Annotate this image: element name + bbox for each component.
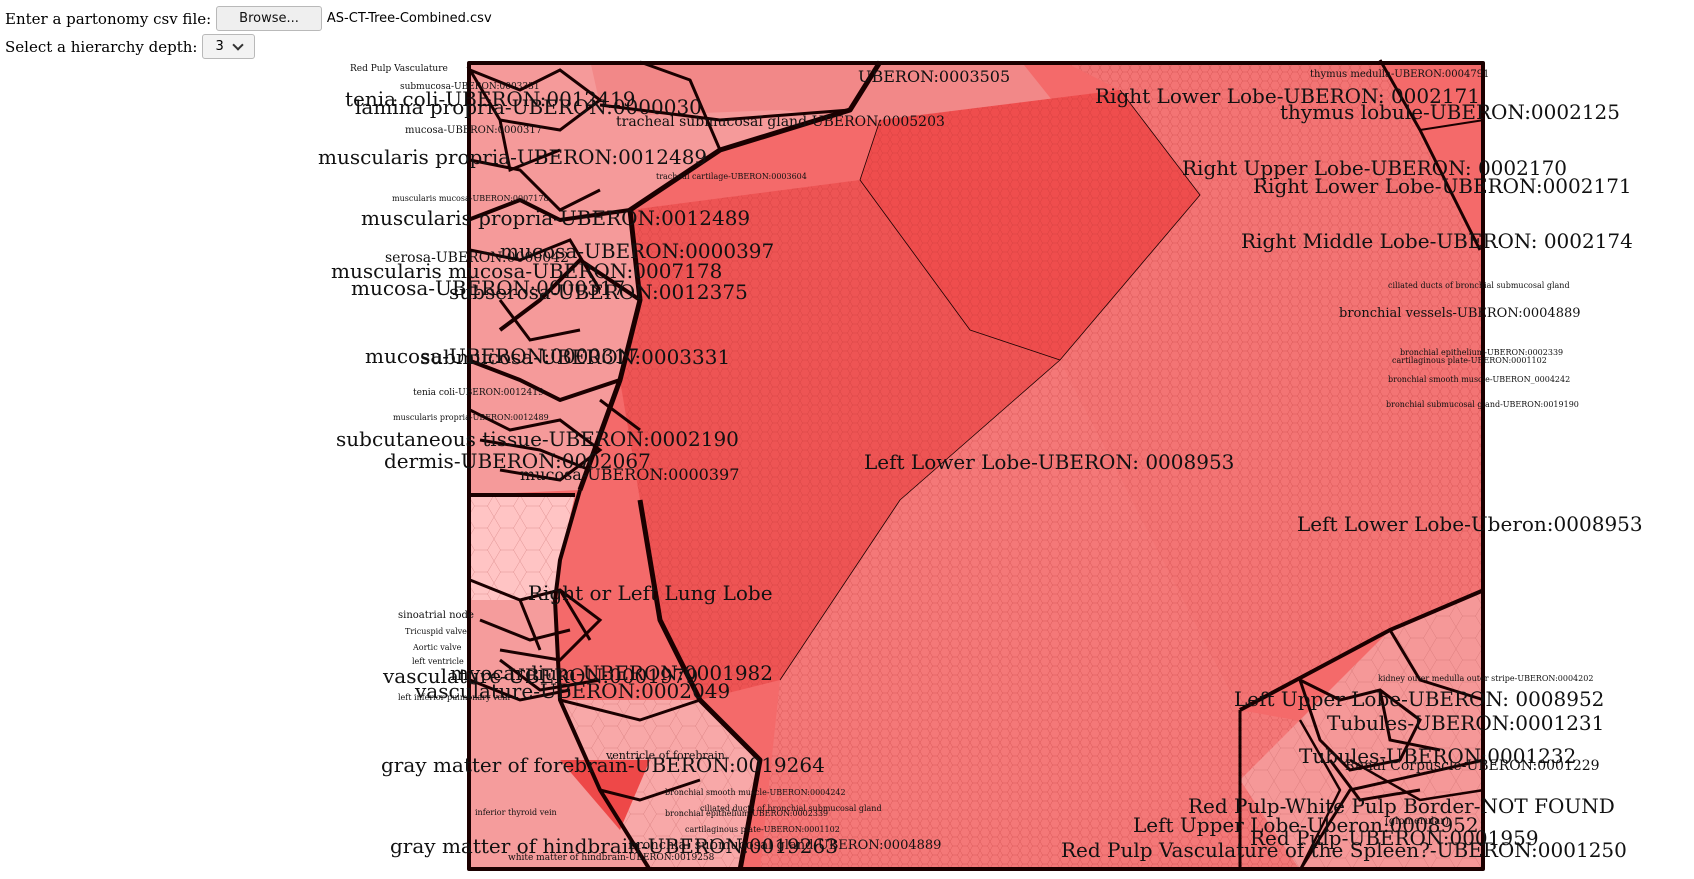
label-ciliated-ducts-2: ciliated ducts of bronchial submucosal g… xyxy=(700,804,882,813)
label-vasculature-2049: vasculature-UBERON:0002049 xyxy=(414,679,730,703)
treemap-labels: tenia coli-UBERON:0012419 lamina propria… xyxy=(318,64,1643,863)
label-mucosa-0000397: mucosa-UBERON:0000397 xyxy=(500,239,774,263)
label-submucosa: submucosa-UBERON:0003331 xyxy=(420,345,730,369)
label-renal-corpuscle: Renal Corpuscle-UBERON:0001229 xyxy=(1345,758,1600,774)
label-left-upper-lobe-2: Left Upper Lobe-Uberon:0008952 xyxy=(1133,813,1479,837)
label-dermis: dermis-UBERON:0002067 xyxy=(384,449,651,473)
label-submucosa-small: submucosa-UBERON:0003331 xyxy=(400,82,540,92)
label-bronchial-submucosal-4889: bronchial submucosal gland-UBERON:000488… xyxy=(628,838,941,853)
label-right-middle-lobe: Right Middle Lobe-UBERON: 0002174 xyxy=(1241,229,1633,253)
label-gray-hindbrain: gray matter of hindbrain-UBERON:0019263 xyxy=(390,834,838,858)
label-right-lower-lobe-1: Right Lower Lobe-UBERON: 0002171 xyxy=(1095,84,1480,108)
label-tracheal-submucosal-gland: tracheal submucosal gland-UBERON:0005203 xyxy=(616,114,945,130)
browse-button[interactable]: Browse... xyxy=(216,6,322,31)
label-red-pulp-border: Red Pulp-White Pulp Border-NOT FOUND xyxy=(1188,794,1615,818)
label-white-matter-hindbrain: white matter of hindbrain-UBERON:0019258 xyxy=(508,853,715,863)
label-red-pulp: Red Pulp-UBERON:0001959 xyxy=(1250,826,1539,850)
label-bronchial-submucosal-gland-1: bronchial submucosal gland-UBERON:001919… xyxy=(1386,400,1579,409)
label-gray-forebrain: gray matter of forebrain-UBERON:0019264 xyxy=(381,753,825,777)
label-serosa: serosa-UBERON:0000042 xyxy=(385,250,569,266)
depth-select[interactable]: 3 xyxy=(202,34,256,59)
label-tubules-1232: Tubules-UBERON:0001232 xyxy=(1299,744,1576,768)
label-muscularis-propria-2: muscularis propria-UBERON:0012489 xyxy=(361,206,750,230)
region-borders xyxy=(467,59,1485,872)
label-lamina-propria: lamina propria-UBERON:0000030 xyxy=(355,95,702,119)
file-name: AS-CT-Tree-Combined.csv xyxy=(326,11,492,26)
depth-value: 3 xyxy=(215,39,224,54)
label-red-pulp-vasculature-small: Red Pulp Vasculature xyxy=(350,64,448,74)
label-red-pulp-vasculature: Red Pulp Vasculature of the Spleen?-UBER… xyxy=(1061,838,1627,862)
label-sinoatrial-node: sinoatrial node xyxy=(398,610,474,621)
label-left-ventricle: left ventricle xyxy=(412,657,464,666)
label-tenia-coli: tenia coli-UBERON:0012419 xyxy=(345,87,635,111)
label-mucosa-small: mucosa-UBERON:0000317 xyxy=(405,125,542,136)
label-left-lower-lobe-main: Left Lower Lobe-UBERON: 0008953 xyxy=(864,450,1234,474)
file-label: Enter a partonomy csv file: xyxy=(5,9,212,28)
label-myocardium: myocardium-UBERON:0001982 xyxy=(450,661,773,685)
depth-row: Select a hierarchy depth: 3 xyxy=(5,34,492,59)
label-bronchial-smooth-muscle-2: bronchial smooth muscle-UBERON:0004242 xyxy=(665,788,846,797)
label-tubules-1231: Tubules-UBERON:0001231 xyxy=(1327,711,1604,735)
label-glomerular: (glomerular) xyxy=(1385,816,1449,827)
label-tricuspid-valve: Tricuspid valve xyxy=(405,627,467,636)
file-row: Enter a partonomy csv file: Browse... AS… xyxy=(5,6,492,31)
label-subserosa: subserosa-UBERON:0012375 xyxy=(449,280,748,304)
label-right-lower-lobe-2: Right Lower Lobe-UBERON:0002171 xyxy=(1253,174,1632,198)
depth-label: Select a hierarchy depth: xyxy=(5,37,198,56)
label-vasculature-1979: vasculature-UBERON:0001979 xyxy=(382,664,698,688)
label-right-upper-lobe: Right Upper Lobe-UBERON: 0002170 xyxy=(1182,156,1567,180)
label-cartilaginous-plate-2: cartilaginous plate-UBERON:0001102 xyxy=(685,825,840,834)
label-left-lower-lobe-2: Left Lower Lobe-Uberon:0008953 xyxy=(1297,512,1643,536)
label-cartilaginous-plate-1: cartilaginous plate-UBERON:0001102 xyxy=(1392,356,1547,365)
label-muscularis-mucosa-small: muscularis mucosa-UBERON:0007178 xyxy=(392,194,549,203)
label-left-inferior-pulmonary-vein: left inferior pulmonary vein xyxy=(398,693,510,702)
label-lung-lobe: Right or Left Lung Lobe xyxy=(528,581,773,605)
cell-trachea[interactable] xyxy=(590,60,1060,120)
label-mucosa-0000317-2: mucosa-UBERON:0000317 xyxy=(365,344,639,368)
label-mucosa-0000397-2: mucosa-UBERON:0000397 xyxy=(520,465,739,484)
label-bronchial-epithelium-2: bronchial epithelium-UBERON:0002339 xyxy=(665,809,828,818)
label-bronchial-vessels: bronchial vessels-UBERON:0004889 xyxy=(1339,306,1581,321)
label-muscularis-propria-small: muscularis propria-UBERON:0012489 xyxy=(393,413,549,422)
treemap-cells xyxy=(468,60,1484,870)
label-muscularis-mucosa: muscularis mucosa-UBERON:0007178 xyxy=(331,259,722,283)
label-ventricle-forebrain: ventricle of forebrain xyxy=(605,749,725,762)
label-ciliated-ducts-1: ciliated ducts of bronchial submucosal g… xyxy=(1388,281,1570,290)
label-subcutaneous: subcutaneous tissue-UBERON:0002190 xyxy=(336,427,739,451)
controls-panel: Enter a partonomy csv file: Browse... AS… xyxy=(5,6,492,59)
label-kidney-outer-medulla: kidney outer medulla outer stripe-UBERON… xyxy=(1378,674,1593,683)
label-muscularis-propria-1: muscularis propria-UBERON:0012489 xyxy=(318,145,707,169)
label-uberon-0003505: UBERON:0003505 xyxy=(858,67,1010,86)
label-tenia-coli-small: tenia coli-UBERON:0012419 xyxy=(413,388,544,398)
label-bronchial-epithelium-1: bronchial epithelium-UBERON:0002339 xyxy=(1400,348,1563,357)
label-thymus-lobule: thymus lobule-UBERON:0002125 xyxy=(1280,100,1620,124)
label-aortic-valve: Aortic valve xyxy=(412,643,462,652)
label-thymus-medulla: thymus medulla-UBERON:0004791 xyxy=(1310,69,1489,80)
label-bronchial-smooth-muscle-1: bronchial smooth muscle-UBERON_0004242 xyxy=(1388,375,1570,384)
cell-colon[interactable] xyxy=(468,62,880,495)
dense-cell-clusters xyxy=(466,66,1441,802)
label-inferior-thyroid-vein: inferior thyroid vein xyxy=(475,808,557,817)
label-left-upper-lobe-1: Left Upper Lobe-UBERON: 0008952 xyxy=(1234,687,1604,711)
label-tracheal-cartilage: tracheal cartilage-UBERON:0003604 xyxy=(656,172,807,181)
label-mucosa-0000317-1: mucosa-UBERON:0000317 xyxy=(351,276,625,300)
